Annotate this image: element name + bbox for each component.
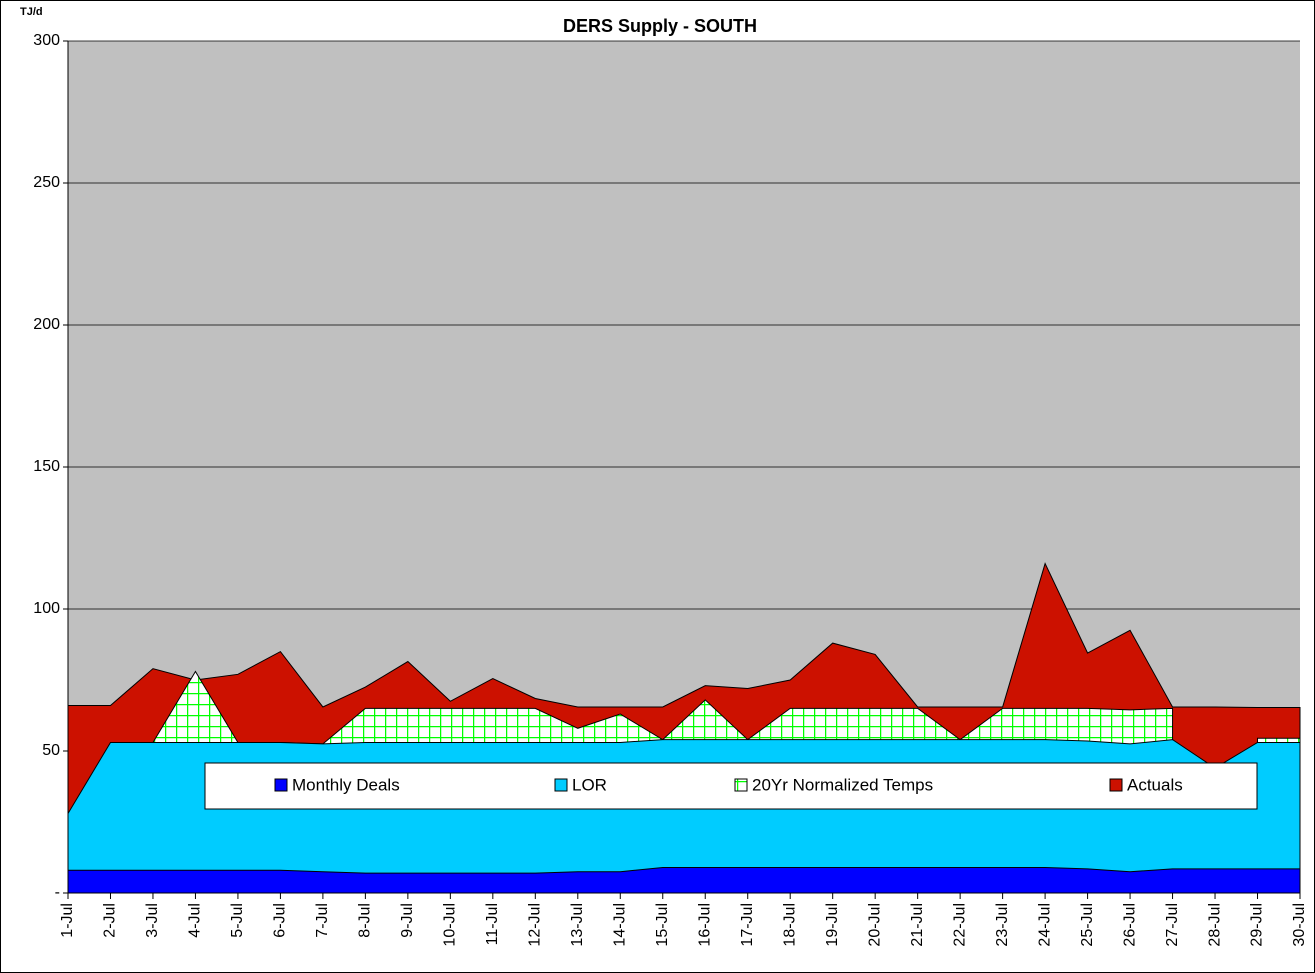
x-tick-label: 28-Jul: [1206, 903, 1223, 947]
x-tick-label: 6-Jul: [272, 903, 289, 938]
legend-label: LOR: [572, 775, 607, 794]
x-tick-label: 26-Jul: [1121, 903, 1138, 947]
x-tick-label: 17-Jul: [739, 903, 756, 947]
x-tick-label: 19-Jul: [824, 903, 841, 947]
legend-box: [204, 762, 1258, 810]
legend-swatch: [1109, 778, 1123, 792]
y-tick-label: 250: [33, 174, 60, 191]
x-tick-label: 9-Jul: [399, 903, 416, 938]
chart-title: DERS Supply - SOUTH: [563, 16, 757, 36]
x-tick-label: 24-Jul: [1036, 903, 1053, 947]
y-axis-label: TJ/d: [20, 6, 43, 18]
x-tick-label: 13-Jul: [569, 903, 586, 947]
y-tick-label: -: [55, 884, 60, 901]
x-tick-label: 20-Jul: [866, 903, 883, 947]
x-tick-label: 4-Jul: [187, 903, 204, 938]
x-tick-label: 5-Jul: [229, 903, 246, 938]
x-tick-label: 21-Jul: [909, 903, 926, 947]
legend-swatch: [554, 778, 568, 792]
x-tick-label: 10-Jul: [442, 903, 459, 947]
x-tick-label: 18-Jul: [781, 903, 798, 947]
legend-label: Actuals: [1127, 775, 1183, 794]
x-tick-label: 12-Jul: [527, 903, 544, 947]
y-tick-label: 100: [33, 600, 60, 617]
area: [67, 866, 1301, 894]
x-tick-label: 27-Jul: [1164, 903, 1181, 947]
legend: Monthly Deals LOR 20Yr Normalized Temps Act…: [204, 762, 1258, 810]
x-tick-label: 23-Jul: [994, 903, 1011, 947]
y-tick-label: 300: [33, 32, 60, 49]
y-tick-label: 50: [42, 742, 60, 759]
x-tick-label: 25-Jul: [1079, 903, 1096, 947]
x-tick-label: 1-Jul: [59, 903, 76, 938]
legend-label: Monthly Deals: [292, 775, 400, 794]
x-tick-label: 15-Jul: [654, 903, 671, 947]
legend-swatch: [274, 778, 288, 792]
x-tick-label: 14-Jul: [611, 903, 628, 947]
x-tick-label: 11-Jul: [484, 903, 501, 945]
x-tick-label: 16-Jul: [696, 903, 713, 947]
x-tick-label: 7-Jul: [314, 903, 331, 938]
legend-label: 20Yr Normalized Temps: [752, 775, 933, 794]
y-tick-label: 200: [33, 316, 60, 333]
x-tick-label: 8-Jul: [357, 903, 374, 938]
y-tick-label: 150: [33, 458, 60, 475]
x-tick-label: 29-Jul: [1249, 903, 1266, 947]
x-tick-label: 3-Jul: [144, 903, 161, 938]
x-tick-label: 2-Jul: [102, 903, 119, 938]
legend-swatch: [734, 778, 748, 792]
x-tick-label: 30-Jul: [1291, 903, 1308, 947]
x-tick-label: 22-Jul: [951, 903, 968, 947]
